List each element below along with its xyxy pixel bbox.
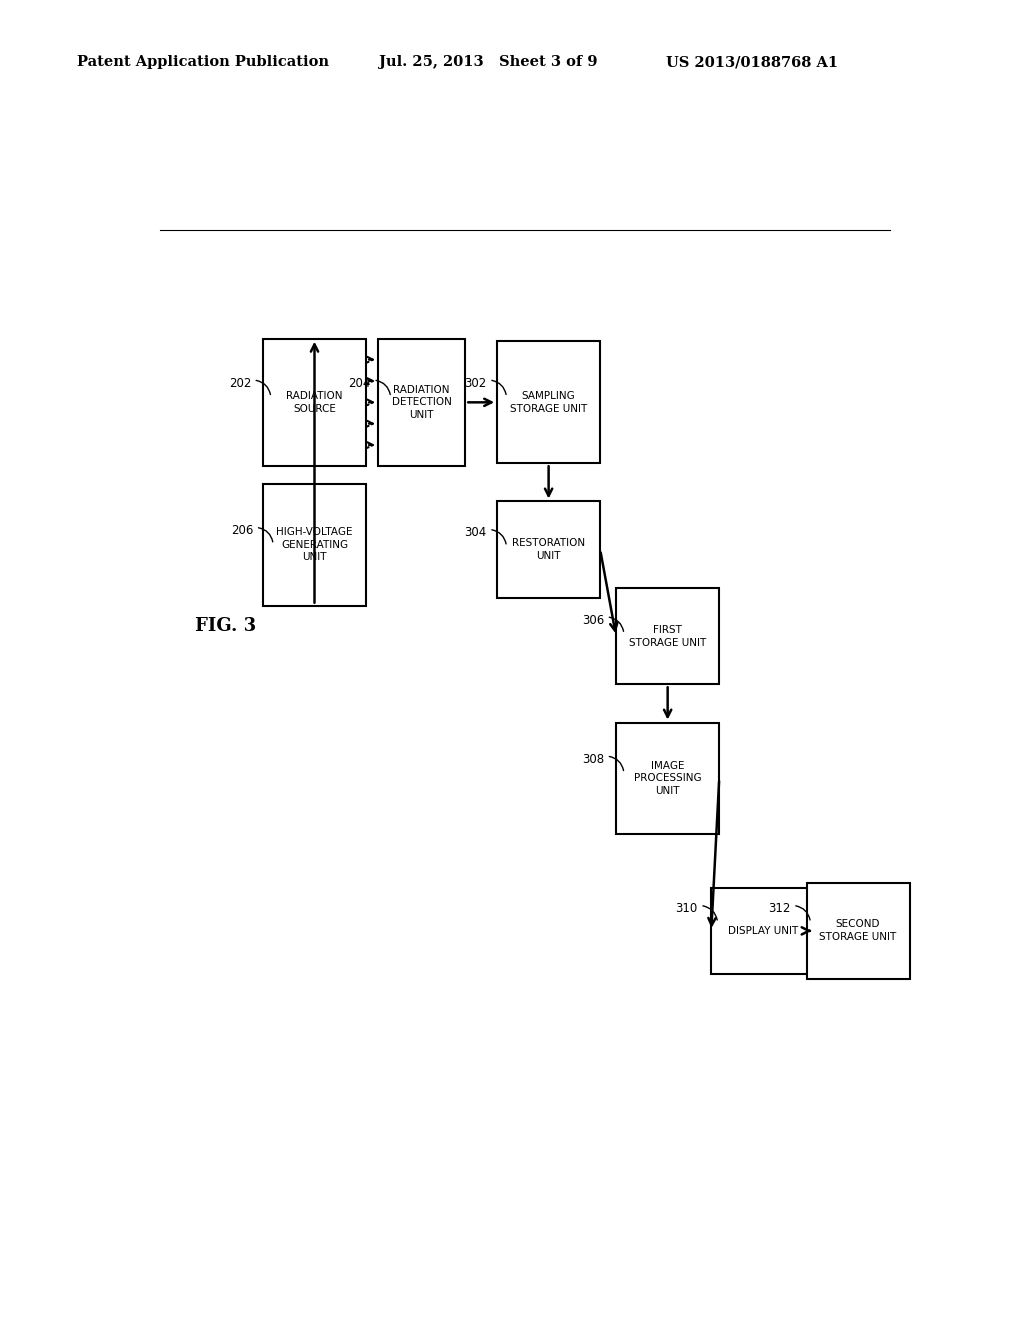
Text: 204: 204	[348, 378, 371, 389]
Text: HIGH-VOLTAGE
GENERATING
UNIT: HIGH-VOLTAGE GENERATING UNIT	[276, 527, 352, 562]
Text: 308: 308	[582, 752, 604, 766]
Text: FIRST
STORAGE UNIT: FIRST STORAGE UNIT	[629, 624, 707, 648]
Text: RADIATION
SOURCE: RADIATION SOURCE	[287, 391, 343, 413]
Text: IMAGE
PROCESSING
UNIT: IMAGE PROCESSING UNIT	[634, 760, 701, 796]
Text: US 2013/0188768 A1: US 2013/0188768 A1	[666, 55, 838, 70]
Text: 310: 310	[676, 903, 697, 915]
Text: SAMPLING
STORAGE UNIT: SAMPLING STORAGE UNIT	[510, 391, 587, 413]
Text: 304: 304	[465, 527, 486, 540]
Text: Jul. 25, 2013   Sheet 3 of 9: Jul. 25, 2013 Sheet 3 of 9	[379, 55, 597, 70]
Text: RESTORATION
UNIT: RESTORATION UNIT	[512, 539, 585, 561]
FancyBboxPatch shape	[378, 339, 465, 466]
Text: SECOND
STORAGE UNIT: SECOND STORAGE UNIT	[819, 920, 897, 942]
FancyBboxPatch shape	[616, 722, 719, 834]
Text: FIG. 3: FIG. 3	[196, 616, 257, 635]
FancyBboxPatch shape	[263, 483, 367, 606]
Text: 206: 206	[231, 524, 253, 537]
FancyBboxPatch shape	[616, 587, 719, 684]
Text: 306: 306	[582, 614, 604, 627]
FancyBboxPatch shape	[497, 502, 600, 598]
Text: 202: 202	[228, 378, 251, 389]
FancyBboxPatch shape	[712, 887, 814, 974]
Text: Patent Application Publication: Patent Application Publication	[77, 55, 329, 70]
Text: RADIATION
DETECTION
UNIT: RADIATION DETECTION UNIT	[392, 384, 452, 420]
Text: DISPLAY UNIT: DISPLAY UNIT	[728, 925, 798, 936]
FancyBboxPatch shape	[263, 339, 367, 466]
FancyBboxPatch shape	[497, 342, 600, 463]
FancyBboxPatch shape	[807, 883, 909, 979]
Text: 302: 302	[465, 378, 486, 389]
Text: 312: 312	[768, 903, 791, 915]
